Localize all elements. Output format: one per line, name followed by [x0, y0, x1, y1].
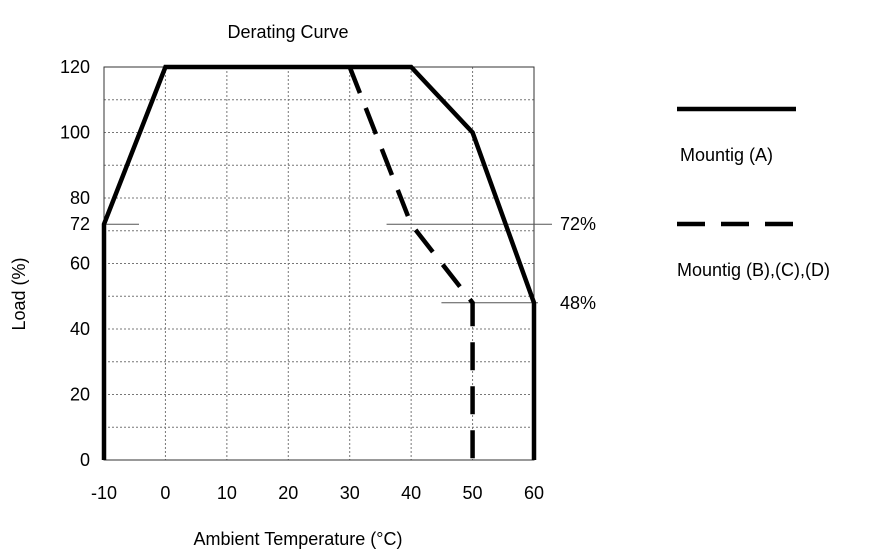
- x-axis-ticks: -10 0 10 20 30 40 50 60: [91, 483, 544, 503]
- legend: Mountig (A) Mountig (B),(C),(D): [677, 106, 830, 280]
- y-tick-label: 40: [70, 319, 90, 339]
- y-tick-label: 0: [80, 450, 90, 470]
- x-axis-label: Ambient Temperature (°C): [194, 529, 403, 549]
- y-axis-ticks: 0 20 40 60 72 80 100 120: [60, 57, 90, 470]
- x-tick-label: 20: [278, 483, 298, 503]
- y-tick-label: 72: [70, 214, 90, 234]
- x-tick-label: 40: [401, 483, 421, 503]
- y-tick-label: 80: [70, 188, 90, 208]
- reference-lines: [104, 223, 552, 304]
- y-tick-label: 120: [60, 57, 90, 77]
- x-tick-label: 10: [217, 483, 237, 503]
- legend-label-mounting-bcd: Mountig (B),(C),(D): [677, 260, 830, 280]
- y-tick-label: 60: [70, 254, 90, 274]
- x-tick-label: 50: [463, 483, 483, 503]
- series-line-mounting-a: [101, 64, 537, 460]
- chart-title: Derating Curve: [227, 22, 348, 42]
- x-tick-label: 0: [160, 483, 170, 503]
- x-tick-label: -10: [91, 483, 117, 503]
- series-group: [101, 64, 537, 460]
- y-tick-label: 20: [70, 385, 90, 405]
- annotations: 72% 48%: [560, 214, 596, 313]
- annotation-48-percent: 48%: [560, 293, 596, 313]
- y-axis-label: Load (%): [9, 257, 29, 330]
- annotation-72-percent: 72%: [560, 214, 596, 234]
- x-tick-label: 30: [340, 483, 360, 503]
- legend-label-mounting-a: Mountig (A): [680, 145, 773, 165]
- x-tick-label: 60: [524, 483, 544, 503]
- y-tick-label: 100: [60, 123, 90, 143]
